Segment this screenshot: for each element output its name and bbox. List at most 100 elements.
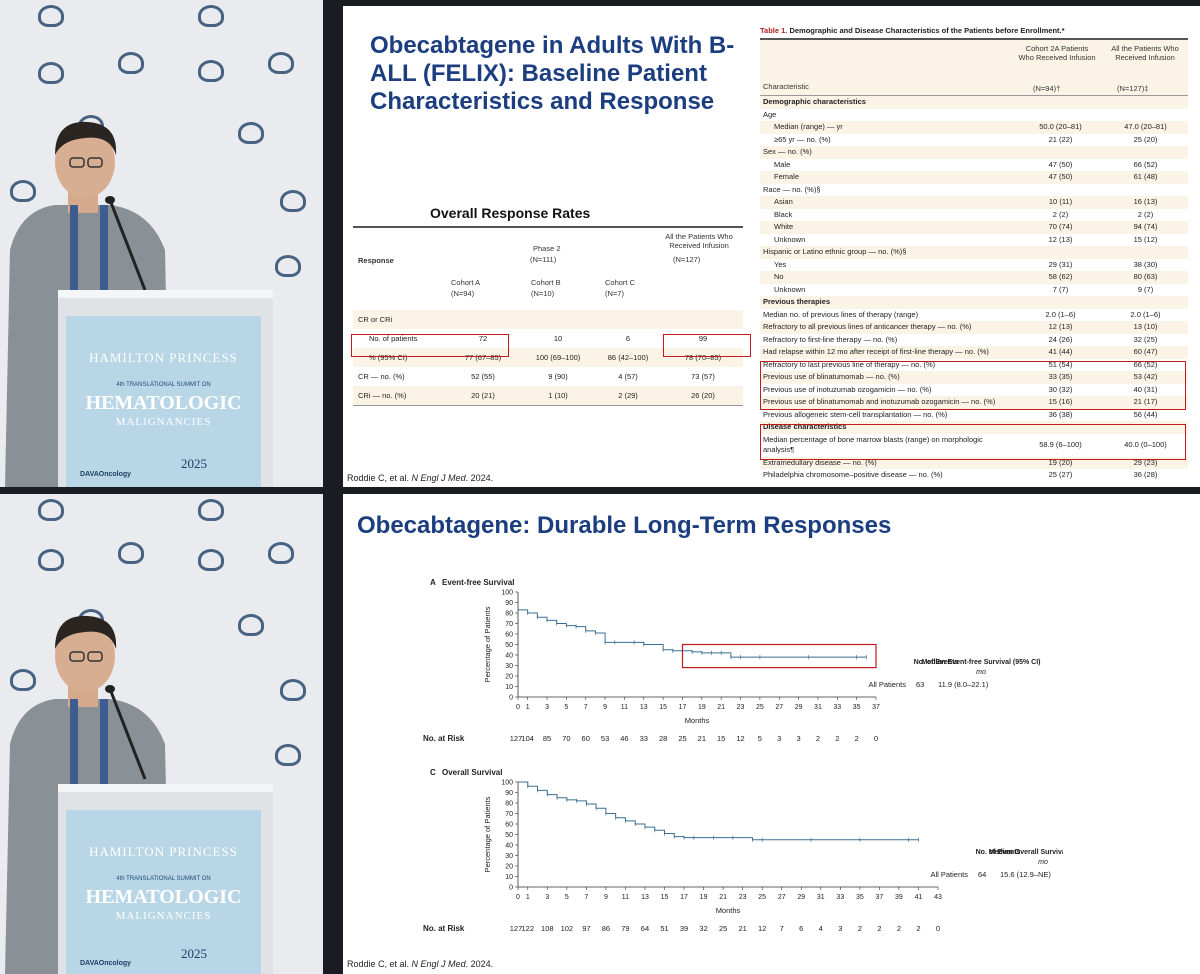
risk-count: 2: [858, 924, 862, 933]
t1-cell-value: [1018, 146, 1103, 159]
microphone: [105, 196, 147, 291]
t1-highlight-disease: [760, 424, 1186, 460]
x-tick-label: 29: [795, 704, 803, 711]
t1-cell-label: Refractory to last previous line of ther…: [763, 359, 936, 369]
orr-head-response: Response: [358, 256, 394, 265]
highlight-box: [681, 643, 877, 669]
t1-cell-label: Hispanic or Latino ethnic group — no. (%…: [760, 246, 1018, 259]
km-chart-overall-survival: C Overall Survival01020304050607080901000…: [423, 768, 1063, 933]
t1-row: White 70 (74) 94 (74): [760, 221, 1188, 234]
x-axis-label: Months: [716, 906, 741, 915]
risk-count: 122: [522, 924, 535, 933]
t1-row: No 58 (62) 80 (63): [760, 271, 1188, 284]
orr-cell-b: 100 (69–100): [535, 353, 581, 362]
summary-median: 15.6 (12.9–NE): [1000, 870, 1051, 879]
t1-cell-value: 2 (2): [1137, 209, 1154, 219]
podium: HAMILTON PRINCESS 4th TRANSLATIONAL SUMM…: [58, 784, 273, 974]
risk-count: 2: [916, 924, 920, 933]
x-tick-label: 43: [934, 894, 942, 901]
orr-cell-b: 1 (10): [548, 391, 568, 400]
y-tick-label: 70: [505, 811, 513, 818]
t1-cell-value: [1103, 246, 1188, 259]
t1-cell-value: 36 (28): [1133, 470, 1158, 479]
orr-cell-label: CRi — no. (%): [358, 391, 407, 400]
t1-row: Demographic characteristics: [760, 96, 1188, 109]
orr-cell-label: CR — no. (%): [358, 372, 405, 381]
orr-highlight-cohort-a: [351, 334, 509, 357]
km-chart-event-free-survival: A Event-free Survival01020304050607080901…: [423, 578, 1041, 743]
y-tick-label: 0: [509, 885, 513, 892]
t1-row: Median no. of previous lines of therapy …: [760, 309, 1188, 322]
t1-cell-label: Refractory to first-line therapy — no. (…: [763, 334, 898, 344]
t1-cell-label: Unknown: [774, 234, 806, 244]
y-axis-label: Percentage of Patients: [483, 606, 492, 682]
t1-cell-label: Age: [763, 109, 777, 119]
orr-row: CR — no. (%) 52 (55) 9 (90) 4 (57) 73 (57): [353, 367, 743, 386]
t1-cell-value: 47.0 (20–81): [1103, 121, 1188, 134]
t1-cell-value: 21 (17): [1103, 396, 1188, 409]
t1-head-char: Characteristic: [763, 82, 809, 91]
risk-count: 108: [541, 924, 554, 933]
risk-count: 3: [777, 734, 781, 743]
t1-cell-label: Female: [760, 171, 1018, 184]
t1-cell-value: 30 (32): [1048, 384, 1073, 394]
risk-count: 127: [510, 924, 523, 933]
orr-head-cohort-b: Cohort B: [531, 278, 561, 287]
risk-count: 21: [698, 734, 706, 743]
t1-head-all: All the Patients Who Received Infusion: [1111, 44, 1179, 62]
x-tick-label: 23: [737, 704, 745, 711]
x-tick-label: 17: [679, 704, 687, 711]
y-tick-label: 90: [505, 600, 513, 607]
orr-cell-a: 52 (55): [471, 372, 495, 381]
t1-row: Median percentage of bone marrow blasts …: [760, 434, 1188, 457]
risk-count: 4: [819, 924, 823, 933]
podium-line2: MALIGNANCIES: [115, 910, 212, 922]
t1-row: Refractory to first-line therapy — no. (…: [760, 334, 1188, 347]
summary-unit: mo: [976, 669, 986, 676]
table1: Table 1. Demographic and Disease Charact…: [760, 26, 1188, 482]
t1-cell-value: 40.0 (0–100): [1124, 439, 1167, 449]
km-chart-title: Event-free Survival: [442, 578, 514, 587]
t1-cell-value: 2 (2): [1052, 209, 1069, 219]
km-panel-letter: C: [430, 768, 436, 777]
summary-label: All Patients: [930, 870, 968, 879]
summary-events: 63: [916, 680, 924, 689]
x-tick-label: 13: [641, 894, 649, 901]
podium-summit: 4th TRANSLATIONAL SUMMIT ON: [116, 382, 211, 388]
risk-count: 97: [582, 924, 590, 933]
orr-cell-c: 86 (42–100): [607, 353, 649, 362]
t1-cell-value: 58 (62): [1018, 271, 1103, 284]
t1-cell-value: [1018, 296, 1103, 309]
x-tick-label: 41: [915, 894, 923, 901]
t1-cell-value: 15 (12): [1133, 234, 1158, 244]
risk-count: 39: [680, 924, 688, 933]
x-tick-label: 35: [853, 704, 861, 711]
risk-count: 12: [758, 924, 766, 933]
x-tick-label: 7: [584, 894, 588, 901]
t1-cell-value: 80 (63): [1103, 271, 1188, 284]
podium: HAMILTON PRINCESS 4th TRANSLATIONAL SUMM…: [58, 290, 273, 487]
t1-row: Had relapse within 12 mo after receipt o…: [760, 346, 1188, 359]
x-tick-label: 11: [622, 894, 629, 901]
t1-cell-value: 12 (13): [1018, 321, 1103, 334]
t1-cell-value: 51 (54): [1048, 359, 1073, 369]
t1-cell-value: 24 (26): [1048, 334, 1073, 344]
t1-row: Sex — no. (%): [760, 146, 1188, 159]
y-tick-label: 20: [505, 864, 513, 871]
km-panel-letter: A: [430, 578, 436, 587]
t1-row: Previous use of blinatumomab — no. (%) 33…: [760, 371, 1188, 384]
t1-row: Philadelphia chromosome–positive disease…: [760, 469, 1188, 482]
x-tick-label: 33: [836, 894, 844, 901]
x-tick-label: 0: [516, 894, 520, 901]
t1-cell-value: 32 (25): [1133, 334, 1158, 344]
y-tick-label: 0: [509, 695, 513, 702]
x-tick-label: 13: [640, 704, 648, 711]
y-tick-label: 30: [505, 853, 513, 860]
t1-cell-value: 50.0 (20–81): [1018, 121, 1103, 134]
y-tick-label: 90: [505, 790, 513, 797]
x-tick-label: 5: [565, 894, 569, 901]
t1-cell-label: Demographic characteristics: [760, 96, 1018, 109]
risk-count: 127: [510, 734, 523, 743]
t1-cell-label: Previous use of blinatumomab and inotuzu…: [760, 396, 1018, 409]
podium-line1: HEMATOLOGIC: [85, 886, 242, 908]
